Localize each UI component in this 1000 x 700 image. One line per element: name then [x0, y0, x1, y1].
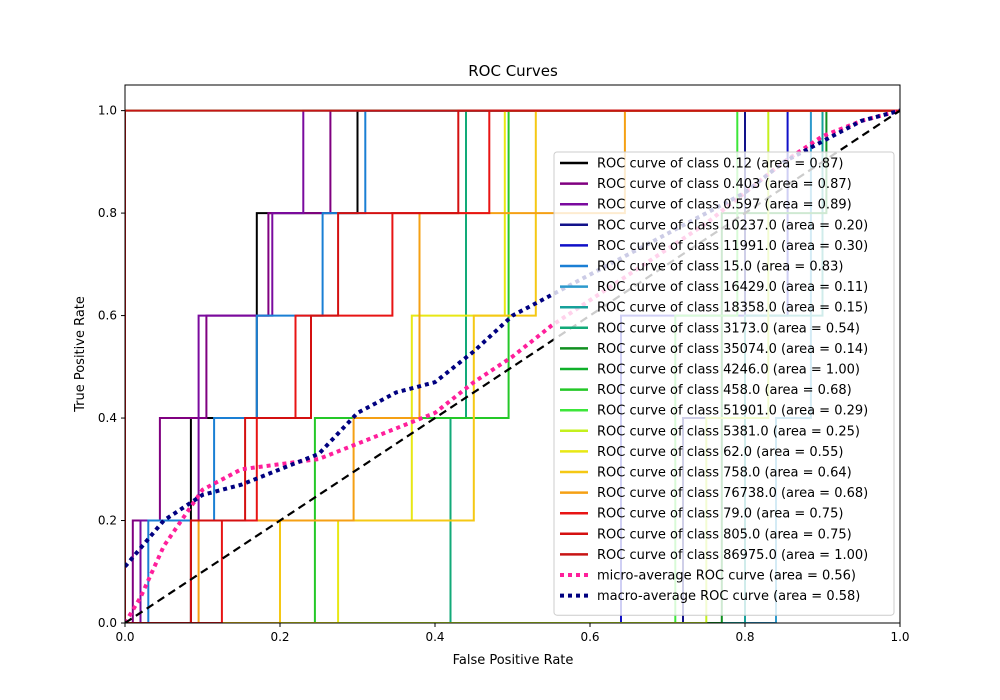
series-line-18: [125, 109, 900, 623]
series-line-2: [125, 109, 900, 623]
legend-label: ROC curve of class 79.0 (area = 0.75): [597, 507, 843, 522]
legend-label: ROC curve of class 76738.0 (area = 0.68): [597, 486, 868, 501]
x-axis-label: False Positive Rate: [453, 653, 574, 668]
series-line-19: [125, 109, 900, 623]
legend-label: ROC curve of class 16429.0 (area = 0.11): [597, 280, 868, 295]
legend-label: ROC curve of class 35074.0 (area = 0.14): [597, 342, 868, 357]
legend-label: ROC curve of class 4246.0 (area = 1.00): [597, 363, 860, 378]
chart-title: ROC Curves: [468, 62, 558, 80]
y-tick-label: 0.0: [98, 616, 117, 630]
legend-label: ROC curve of class 15.0 (area = 0.83): [597, 260, 843, 275]
legend-label: ROC curve of class 805.0 (area = 0.75): [597, 527, 852, 542]
series-line-20: [125, 108, 900, 623]
legend-label: micro-average ROC curve (area = 0.56): [597, 569, 856, 584]
legend-label: ROC curve of class 758.0 (area = 0.64): [597, 466, 852, 481]
y-tick-label: 1.0: [98, 104, 117, 118]
x-tick-label: 0.2: [270, 630, 289, 644]
legend-label: ROC curve of class 0.597 (area = 0.89): [597, 198, 852, 213]
legend-label: ROC curve of class 86975.0 (area = 1.00): [597, 548, 868, 563]
x-tick-label: 0.6: [580, 630, 599, 644]
legend-label: ROC curve of class 18358.0 (area = 0.15): [597, 301, 868, 316]
legend-label: ROC curve of class 11991.0 (area = 0.30): [597, 239, 868, 254]
legend-label: ROC curve of class 3173.0 (area = 0.54): [597, 321, 860, 336]
axes: 0.0 0.2 0.4 0.6 0.8 1.0 0.0 0.2 0.4 0.6 0.8 1.0: [98, 84, 910, 644]
series-line-17: [125, 109, 900, 623]
y-axis-label: True Positive Rate: [73, 296, 88, 413]
series-line-5: [125, 109, 900, 623]
legend-label: ROC curve of class 10237.0 (area = 0.20): [597, 218, 868, 233]
legend-label: ROC curve of class 62.0 (area = 0.55): [597, 445, 843, 460]
y-tick-label: 0.2: [98, 514, 117, 528]
y-tick-label: 0.8: [98, 206, 117, 220]
x-tick-label: 0.8: [735, 630, 754, 644]
series-line-1: [125, 109, 900, 623]
legend-label: ROC curve of class 51901.0 (area = 0.29): [597, 404, 868, 419]
x-tick-label: 0.4: [425, 630, 444, 644]
series-line-15: [125, 109, 900, 623]
x-tick-label: 1.0: [890, 630, 909, 644]
legend-label: macro-average ROC curve (area = 0.58): [597, 589, 860, 604]
legend-label: ROC curve of class 458.0 (area = 0.68): [597, 383, 852, 398]
y-tick-label: 0.4: [98, 411, 117, 425]
y-tick-label: 0.6: [98, 309, 117, 323]
legend-box: [553, 151, 895, 616]
legend-label: ROC curve of class 5381.0 (area = 0.25): [597, 424, 860, 439]
x-tick-label: 0.0: [115, 630, 134, 644]
axes-frame: [124, 84, 901, 624]
legend-label: ROC curve of class 0.403 (area = 0.87): [597, 177, 852, 192]
legend-label: ROC curve of class 0.12 (area = 0.87): [597, 157, 843, 172]
legend: ROC curve of class 0.12 (area = 0.87) ROC…: [553, 151, 895, 616]
